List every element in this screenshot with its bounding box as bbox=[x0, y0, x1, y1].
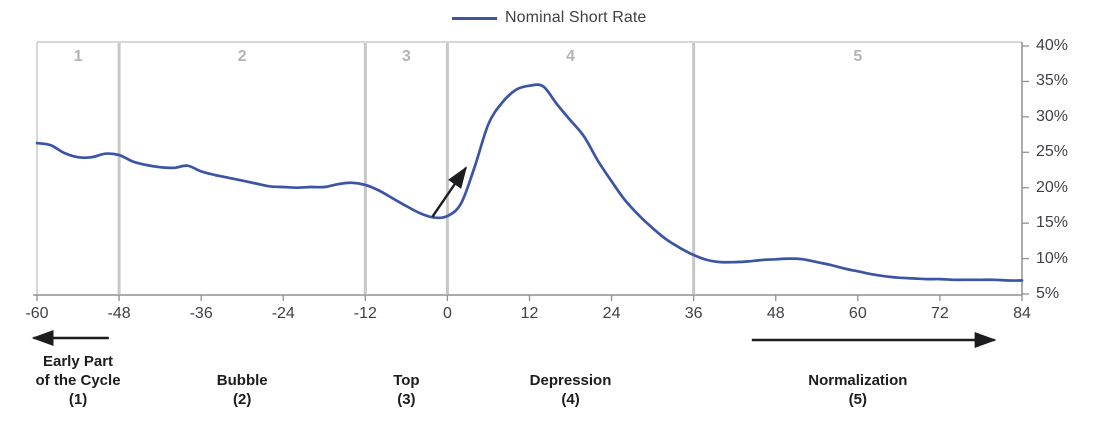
x-tick-label: 48 bbox=[766, 305, 785, 322]
legend-line-swatch bbox=[452, 16, 497, 20]
y-tick-label: 30% bbox=[1036, 107, 1069, 125]
y-tick-label: 25% bbox=[1036, 143, 1069, 161]
x-tick-label: -12 bbox=[353, 305, 377, 322]
phase-label: Top (3) bbox=[393, 372, 420, 408]
x-tick-label: 84 bbox=[1013, 305, 1031, 322]
phase-label: Depression (4) bbox=[529, 372, 612, 408]
legend: Nominal Short Rate bbox=[452, 9, 646, 27]
phase-label: Normalization (5) bbox=[808, 372, 908, 408]
x-tick-label: -48 bbox=[107, 305, 131, 322]
x-tick-label: 60 bbox=[848, 305, 867, 322]
phase-label: Early Part of the Cycle (1) bbox=[35, 353, 121, 408]
x-tick-label: -24 bbox=[271, 305, 295, 322]
phase-label: Bubble (2) bbox=[216, 372, 268, 408]
x-tick-label: 12 bbox=[520, 305, 539, 322]
y-tick-label: 5% bbox=[1036, 285, 1060, 302]
y-tick-label: 10% bbox=[1036, 249, 1069, 267]
phase-number: 4 bbox=[566, 48, 575, 65]
phase-number: 5 bbox=[853, 48, 863, 65]
nominal-short-rate-curve bbox=[35, 83, 1024, 282]
x-tick-label: -36 bbox=[189, 305, 213, 322]
y-tick-label: 35% bbox=[1036, 72, 1069, 90]
y-tick-label: 15% bbox=[1036, 214, 1069, 232]
phase-number: 3 bbox=[401, 48, 411, 65]
x-tick-label: 0 bbox=[442, 305, 452, 322]
legend-label: Nominal Short Rate bbox=[505, 9, 647, 26]
x-tick-label: 24 bbox=[602, 305, 621, 322]
x-tick-label: -60 bbox=[25, 305, 49, 322]
x-tick-label: 72 bbox=[931, 305, 949, 322]
rise-arrow bbox=[431, 166, 468, 218]
phase-number: 2 bbox=[237, 48, 247, 65]
phase-number: 1 bbox=[73, 48, 83, 65]
y-tick-label: 40% bbox=[1036, 37, 1069, 54]
y-tick-label: 20% bbox=[1036, 178, 1069, 196]
x-tick-label: 36 bbox=[684, 305, 703, 322]
